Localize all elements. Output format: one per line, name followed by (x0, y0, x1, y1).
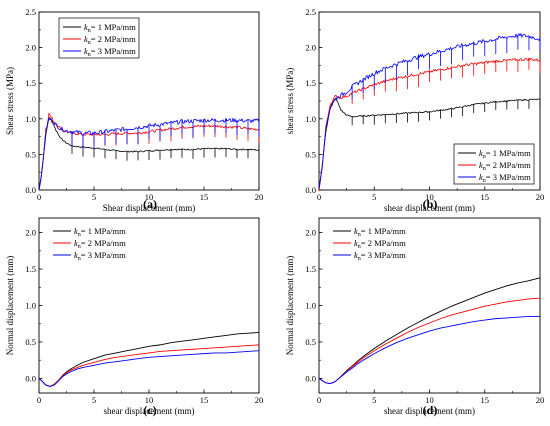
y-axis-label: shear stress (MPa) (285, 68, 295, 135)
x-tick-label: 20 (255, 395, 264, 405)
panel-label: (c) (143, 403, 156, 417)
y-tick-label: 2.0 (305, 228, 316, 238)
x-axis-label: Shear displacement (mm) (103, 203, 195, 213)
x-tick-label: 15 (200, 395, 209, 405)
y-axis-label: Normal displacement (mm) (5, 256, 15, 355)
x-tick-label: 0 (37, 395, 41, 405)
x-tick-label: 15 (481, 192, 490, 202)
series-line-k2 (318, 57, 541, 192)
x-axis-label: shear displacement (mm) (384, 406, 475, 416)
y-tick-label: 2.5 (25, 7, 36, 17)
series-line-k3 (318, 315, 540, 384)
panel-label: (a) (143, 197, 157, 211)
x-tick-label: 15 (481, 395, 490, 405)
y-tick-label: 0.0 (25, 373, 36, 383)
x-tick-label: 0 (317, 395, 321, 405)
legend-entry-k2: kn= 2 MPa/mm (354, 238, 406, 250)
x-tick-label: 5 (372, 192, 376, 202)
series-line-k2 (38, 344, 260, 387)
series-line-k1 (38, 332, 260, 387)
y-tick-label: 1.0 (305, 114, 316, 124)
y-tick-label: 0.5 (25, 149, 36, 159)
legend-entry-k3: kn= 3 MPa/mm (479, 172, 531, 184)
x-tick-label: 10 (425, 395, 434, 405)
y-tick-label: 0.5 (305, 337, 316, 347)
x-tick-label: 15 (200, 192, 209, 202)
x-tick-label: 5 (92, 395, 96, 405)
legend-entry-k3: kn= 3 MPa/mm (354, 250, 406, 262)
y-tick-label: 1.0 (25, 114, 36, 124)
y-tick-label: 2.5 (305, 7, 316, 17)
chart-panel-3: 0 5 10 15 20 0.0 0.5 1.0 1.5 2.0 shear displacemen… (5, 217, 264, 417)
chart-panel-2: 0 5 10 15 20 0.0 0.5 1.0 1.5 2.0 2.5 shear displace… (285, 7, 544, 213)
y-tick-label: 2.0 (25, 228, 36, 238)
x-tick-label: 5 (372, 395, 376, 405)
x-tick-label: 0 (37, 192, 41, 202)
y-axis-label: Shear stress (MPa) (5, 67, 15, 135)
x-tick-label: 20 (255, 192, 264, 202)
x-tick-label: 10 (145, 395, 154, 405)
series-line-k1 (318, 97, 541, 190)
legend-entry-k2: kn= 2 MPa/mm (74, 238, 126, 250)
x-tick-label: 10 (145, 192, 154, 202)
series-line-k2 (318, 297, 541, 384)
series-line-k3 (38, 117, 260, 190)
y-tick-label: 0.0 (305, 373, 316, 383)
y-tick-label: 1.5 (305, 264, 316, 274)
panel-label: (b) (423, 197, 438, 211)
y-tick-label: 2.0 (25, 43, 36, 53)
y-tick-label: 1.5 (305, 78, 316, 88)
chart-panel-4: 0 5 10 15 20 0.0 0.5 1.0 1.5 2.0 shear displacemen… (285, 217, 545, 417)
x-tick-label: 20 (536, 192, 545, 202)
y-tick-label: 1.0 (305, 301, 316, 311)
legend-entry-k3: kn= 3 MPa/mm (74, 250, 126, 262)
panel-label: (d) (423, 403, 438, 417)
panels-layer: 0 5 10 15 20 0.0 0.5 1.0 1.5 2.0 2.5 Shear displace… (5, 7, 544, 417)
x-tick-label: 0 (317, 192, 321, 202)
legend-entry-k3: kn= 3 MPa/mm (84, 46, 136, 58)
y-tick-label: 2.0 (305, 43, 316, 53)
x-axis-label: shear displacement (mm) (384, 203, 475, 213)
series-line-k3 (38, 350, 260, 387)
legend-entry-k1: kn= 1 MPa/mm (479, 148, 531, 160)
y-tick-label: 0.5 (25, 337, 36, 347)
legend-entry-k1: kn= 1 MPa/mm (354, 226, 406, 238)
series-line-k1 (38, 117, 260, 191)
x-tick-label: 20 (536, 395, 545, 405)
y-tick-label: 0.0 (305, 185, 316, 195)
legend-entry-k2: kn= 2 MPa/mm (84, 34, 136, 46)
x-tick-label: 10 (425, 192, 434, 202)
legend-entry-k1: kn= 1 MPa/mm (74, 226, 126, 238)
series-line-k3 (318, 33, 541, 189)
y-tick-label: 1.5 (25, 264, 36, 274)
chart-panel-1: 0 5 10 15 20 0.0 0.5 1.0 1.5 2.0 2.5 Shear displace… (5, 7, 263, 213)
x-axis-label: shear displacement (mm) (104, 406, 195, 416)
plot-frame (38, 217, 260, 394)
y-tick-label: 1.5 (25, 78, 36, 88)
legend-entry-k1: kn= 1 MPa/mm (84, 22, 136, 34)
x-tick-label: 5 (92, 192, 96, 202)
series-line-k2 (38, 112, 260, 190)
legend-entry-k2: kn= 2 MPa/mm (479, 160, 531, 172)
y-axis-label: Normal displacement (mm) (285, 256, 295, 355)
y-tick-label: 1.0 (25, 301, 36, 311)
y-tick-label: 0.5 (305, 149, 316, 159)
y-tick-label: 0.0 (25, 185, 36, 195)
